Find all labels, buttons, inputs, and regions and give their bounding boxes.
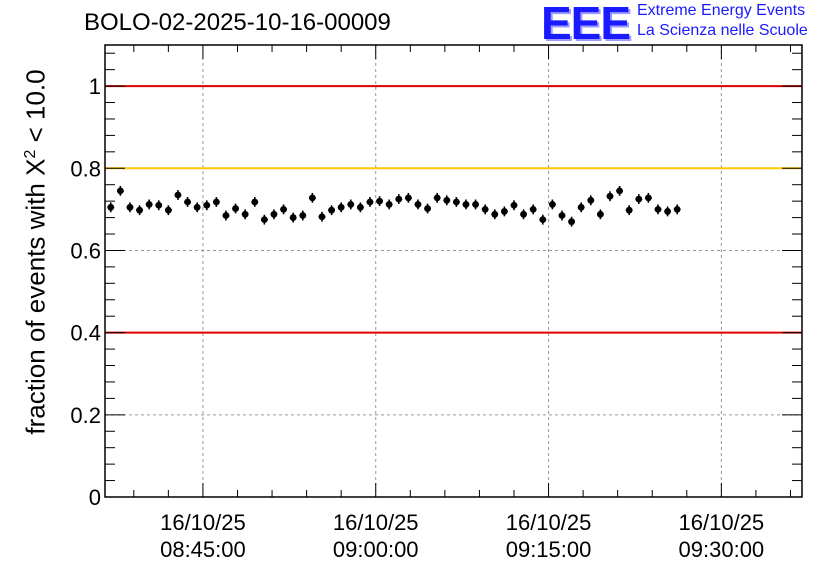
data-point-22 [318, 213, 326, 221]
data-point-40 [491, 210, 499, 218]
data-point-43 [520, 210, 527, 218]
data-point-14 [241, 210, 249, 218]
data-point-28 [376, 197, 383, 205]
plot-frame [104, 44, 803, 498]
x-tick-label-date-1: 16/10/25 [333, 510, 419, 535]
data-point-29 [385, 201, 393, 208]
data-point-15 [251, 198, 259, 206]
x-tick-label-date-2: 16/10/25 [506, 510, 592, 535]
data-point-50 [587, 196, 595, 204]
data-point-59 [673, 205, 681, 213]
x-tick-label-date-3: 16/10/25 [679, 510, 765, 535]
x-tick-label-time-3: 09:30:00 [679, 537, 765, 562]
data-point-4 [145, 201, 153, 208]
data-point-20 [299, 212, 307, 219]
data-point-27 [366, 198, 374, 206]
data-point-52 [606, 192, 614, 200]
data-point-47 [558, 212, 566, 219]
data-point-53 [616, 187, 623, 195]
data-point-38 [472, 201, 479, 208]
data-point-26 [356, 203, 364, 211]
data-point-34 [433, 194, 441, 202]
data-point-25 [347, 201, 355, 208]
data-point-39 [481, 205, 489, 213]
data-point-6 [164, 206, 172, 214]
data-point-42 [510, 201, 518, 209]
data-point-0 [107, 203, 115, 211]
y-tick-label-1: 0.2 [70, 403, 101, 428]
eee-logo-line2: La Scienza nelle Scuole [637, 22, 808, 39]
y-tick-label-0: 0 [89, 485, 101, 510]
data-point-2 [126, 203, 134, 211]
eee-logo-line1: Extreme Energy Events [637, 2, 806, 19]
data-point-21 [308, 194, 316, 202]
data-point-57 [654, 205, 662, 213]
data-point-3 [136, 206, 143, 214]
data-point-9 [193, 203, 201, 211]
data-point-35 [443, 196, 451, 204]
data-point-41 [500, 208, 508, 215]
eee-logo-mark: EEE [541, 0, 631, 49]
data-point-11 [212, 198, 220, 206]
data-point-16 [260, 216, 268, 224]
data-point-44 [529, 205, 537, 213]
y-tick-label-5: 1 [89, 74, 101, 99]
data-point-7 [174, 191, 182, 199]
data-point-45 [539, 216, 547, 224]
eee-logo: EEE Extreme Energy Events La Scienza nel… [541, 0, 831, 49]
data-point-31 [404, 194, 412, 202]
data-point-10 [203, 201, 211, 209]
data-point-36 [452, 198, 460, 206]
x-tick-label-date-0: 16/10/25 [160, 510, 246, 535]
data-point-23 [328, 206, 335, 214]
x-tick-label-time-0: 08:45:00 [160, 537, 246, 562]
data-point-18 [280, 205, 287, 213]
data-point-19 [289, 214, 297, 221]
data-point-30 [395, 195, 403, 203]
data-point-55 [635, 195, 643, 203]
data-point-8 [184, 198, 191, 206]
y-tick-label-3: 0.6 [70, 238, 101, 263]
data-point-49 [577, 203, 585, 211]
data-point-46 [548, 201, 556, 208]
data-point-51 [596, 210, 604, 218]
data-point-56 [644, 194, 652, 202]
chart-title: BOLO-02-2025-10-16-00009 [84, 9, 391, 36]
data-point-17 [270, 210, 278, 218]
data-point-13 [232, 205, 239, 212]
data-point-1 [116, 187, 124, 195]
data-point-37 [462, 201, 470, 208]
data-point-32 [414, 201, 422, 208]
data-point-33 [424, 205, 431, 212]
data-point-48 [568, 218, 575, 226]
x-tick-label-time-1: 09:00:00 [333, 537, 419, 562]
y-tick-label-4: 0.8 [70, 156, 101, 181]
data-point-12 [222, 212, 230, 219]
y-tick-label-2: 0.4 [70, 321, 101, 346]
data-point-58 [664, 208, 671, 215]
x-tick-label-time-2: 09:15:00 [506, 537, 592, 562]
data-point-54 [625, 206, 633, 214]
data-point-5 [155, 201, 163, 209]
data-point-24 [337, 203, 345, 211]
